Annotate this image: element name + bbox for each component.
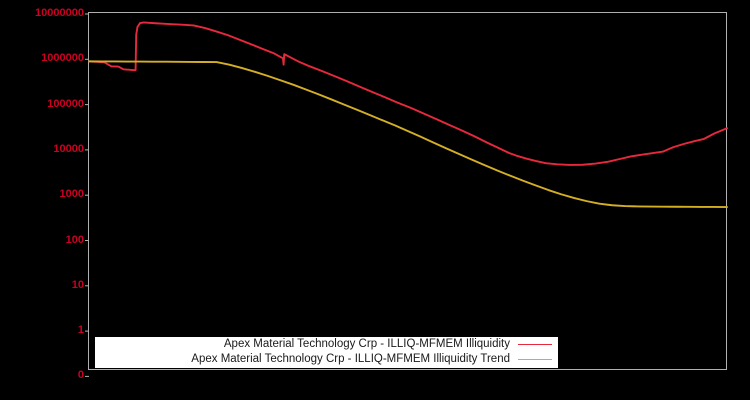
y-tick-label: 1000000	[41, 52, 84, 65]
legend-entry-illiquidity[interactable]: Apex Material Technology Crp - ILLIQ-MFM…	[95, 337, 558, 352]
series-line-1	[88, 60, 728, 208]
y-tick-label: 0	[77, 369, 84, 382]
series-line-0	[88, 21, 728, 166]
y-tick-label: 10000000	[35, 7, 84, 19]
plot-frame	[88, 12, 727, 370]
y-tick-label: 10	[71, 278, 84, 291]
legend-label-illiquidity: Apex Material Technology Crp - ILLIQ-MFM…	[223, 338, 510, 350]
y-tick-label: 10000	[53, 142, 84, 155]
legend-label-illiquidity-trend: Apex Material Technology Crp - ILLIQ-MFM…	[191, 353, 510, 365]
y-tick-label: 1	[77, 324, 84, 337]
y-tick-label: 100000	[47, 97, 84, 110]
chart-legend: Apex Material Technology Crp - ILLIQ-MFM…	[95, 337, 558, 368]
legend-swatch-illiquidity-trend	[518, 359, 552, 360]
y-tick-label: 1000	[59, 188, 84, 201]
y-tick-label: 100	[65, 233, 84, 246]
y-axis-ticks	[85, 13, 89, 377]
data-series-layer	[88, 21, 728, 208]
legend-entry-illiquidity-trend[interactable]: Apex Material Technology Crp - ILLIQ-MFM…	[95, 352, 558, 367]
legend-swatch-illiquidity	[518, 344, 552, 345]
